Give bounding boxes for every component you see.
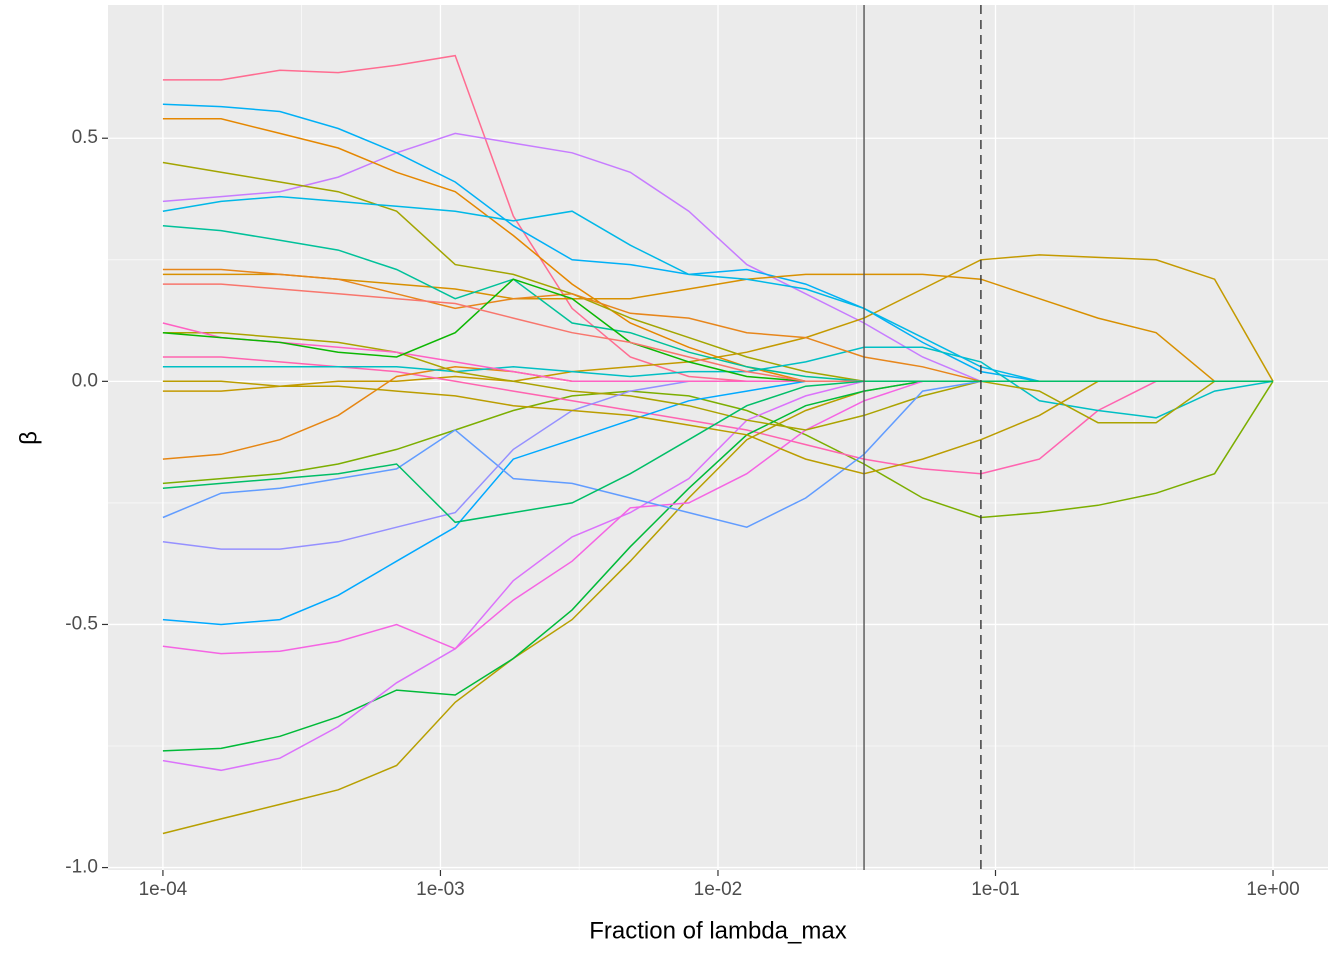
y-axis-title: β xyxy=(15,431,42,445)
x-tick-label: 1e-02 xyxy=(694,879,743,900)
x-tick-label: 1e+00 xyxy=(1246,879,1299,900)
series-line xyxy=(162,254,1274,392)
series-line xyxy=(162,380,1274,519)
series-line xyxy=(162,346,1274,419)
x-axis-title: Fraction of lambda_max xyxy=(589,917,846,944)
series-line xyxy=(162,273,1273,383)
series-line xyxy=(162,331,1273,431)
y-tick-label: 0.5 xyxy=(72,127,98,148)
y-tick-label: -0.5 xyxy=(65,613,98,634)
x-tick-label: 1e-01 xyxy=(971,879,1020,900)
y-tick-label: -1.0 xyxy=(65,857,98,878)
series-line xyxy=(162,380,1273,524)
y-tick-label: 0.0 xyxy=(72,370,98,391)
x-tick-label: 1e-03 xyxy=(416,879,465,900)
series-line xyxy=(162,356,1273,475)
series-line xyxy=(162,380,1273,475)
x-tick-label: 1e-04 xyxy=(139,879,188,900)
